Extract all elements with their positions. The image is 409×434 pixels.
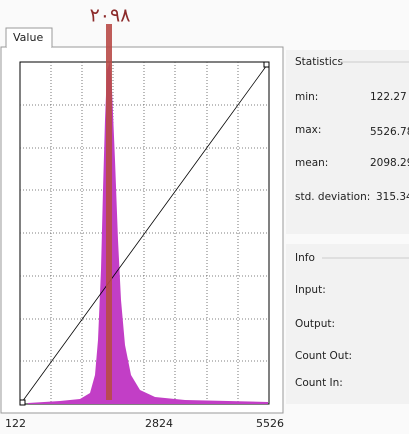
stat-value: 2098.29 [370, 157, 409, 169]
stat-label: mean: [295, 157, 328, 169]
stat-value: 5526.78 [370, 126, 409, 138]
tab-label[interactable]: Value [13, 31, 43, 44]
marker-label: ۲۰۹۸ [90, 5, 131, 27]
stat-label: max: [295, 124, 321, 136]
mean-marker [106, 24, 112, 400]
curve-handle[interactable] [20, 400, 25, 405]
side-panel: Statistics min: 122.27 max: 5526.78 mean… [286, 50, 409, 404]
stat-label: std. deviation: [295, 191, 370, 203]
group-title: Statistics [295, 56, 343, 68]
stat-label: min: [295, 91, 318, 103]
info-label: Output: [295, 318, 335, 330]
plot [20, 24, 269, 405]
info-label: Count Out: [295, 350, 352, 362]
statistics-box [286, 50, 409, 234]
info-label: Count In: [295, 377, 343, 389]
x-axis-label: 122 [5, 417, 26, 430]
x-axis-label: 2824 [145, 417, 173, 430]
info-label: Input: [295, 284, 326, 296]
stat-value: 122.27 [370, 91, 407, 103]
group-title: Info [295, 252, 315, 264]
histogram-window: Value ۲۰۹۸ 122 2824 5526 Sta [0, 0, 409, 434]
x-axis-label: 5526 [256, 417, 284, 430]
tab-join [7, 45, 51, 49]
curve-handle[interactable] [264, 62, 269, 67]
stat-value: 315.34 [376, 191, 409, 203]
